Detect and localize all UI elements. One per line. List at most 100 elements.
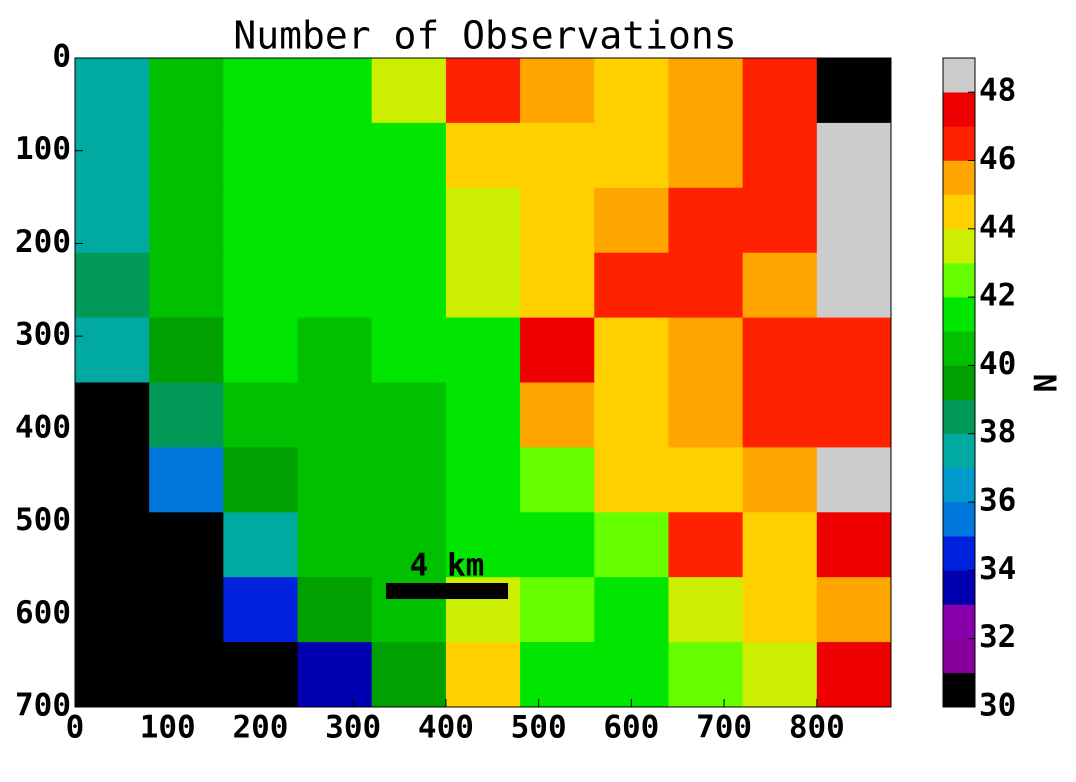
heatmap-cell bbox=[520, 512, 595, 578]
heatmap-cell bbox=[297, 58, 373, 124]
heatmap-cell bbox=[371, 447, 447, 513]
heatmap-cell bbox=[742, 317, 818, 383]
heatmap-cell bbox=[816, 642, 892, 708]
heatmap-cell bbox=[816, 58, 892, 124]
x-tick-label: 200 bbox=[232, 710, 288, 746]
x-tick-label: 0 bbox=[66, 710, 85, 746]
heatmap-cell bbox=[668, 187, 744, 254]
heatmap-cell bbox=[223, 187, 299, 254]
y-tick-label: 300 bbox=[15, 317, 71, 353]
colorbar-band bbox=[943, 58, 975, 93]
heatmap-cell bbox=[816, 577, 892, 643]
heatmap-cell bbox=[668, 382, 744, 448]
heatmap-cell bbox=[594, 317, 669, 383]
y-tick-label: 200 bbox=[15, 224, 71, 260]
x-tick-label: 700 bbox=[696, 710, 752, 746]
heatmap-cell bbox=[75, 382, 150, 448]
heatmap-cell bbox=[445, 447, 521, 513]
heatmap-cell bbox=[149, 252, 224, 319]
heatmap-cell bbox=[742, 512, 818, 578]
heatmap-cell bbox=[594, 122, 669, 189]
heatmap-cell bbox=[75, 122, 150, 189]
colorbar-frame bbox=[942, 57, 976, 708]
colorbar-band bbox=[943, 638, 975, 674]
heatmap-cell bbox=[520, 642, 595, 708]
heatmap-cell bbox=[445, 58, 521, 124]
heatmap-cell bbox=[297, 317, 373, 383]
heatmap-cell bbox=[297, 122, 373, 189]
y-tick-label: 500 bbox=[15, 502, 71, 538]
heatmap-cell bbox=[594, 642, 669, 708]
heatmap-cell bbox=[149, 187, 224, 254]
colorbar-band bbox=[943, 467, 975, 503]
x-tick-label: 800 bbox=[789, 710, 845, 746]
heatmap-cell bbox=[149, 122, 224, 189]
heatmap-cell bbox=[742, 642, 818, 708]
colorbar-tick-label: 32 bbox=[979, 619, 1016, 655]
heatmap-cell bbox=[75, 447, 150, 513]
colorbar-label: N bbox=[1029, 374, 1065, 393]
heatmap-cell bbox=[223, 642, 299, 708]
heatmap-cell bbox=[668, 577, 744, 643]
y-tick-label: 600 bbox=[15, 595, 71, 631]
heatmap-cell bbox=[594, 512, 669, 578]
heatmap-cell bbox=[594, 252, 669, 319]
colorbar-band bbox=[943, 262, 975, 298]
scale-bar bbox=[386, 583, 508, 599]
heatmap-cell bbox=[223, 317, 299, 383]
heatmap-cell bbox=[149, 382, 224, 448]
y-tick-label: 0 bbox=[52, 39, 71, 75]
heatmap-cell bbox=[223, 58, 299, 124]
heatmap-cell bbox=[149, 317, 224, 383]
heatmap-cell bbox=[668, 252, 744, 319]
heatmap-cell bbox=[594, 382, 669, 448]
heatmap-cell bbox=[371, 382, 447, 448]
colorbar-band bbox=[943, 92, 975, 127]
heatmap-cell bbox=[594, 58, 669, 124]
heatmap-cell bbox=[445, 187, 521, 254]
heatmap-cell bbox=[520, 187, 595, 254]
colorbar-band bbox=[943, 604, 975, 639]
heatmap-cell bbox=[371, 642, 447, 708]
heatmap-cell bbox=[297, 447, 373, 513]
colorbar-band bbox=[943, 194, 975, 230]
heatmap-cell bbox=[742, 252, 818, 319]
colorbar-band bbox=[943, 228, 975, 264]
heatmap-cell bbox=[297, 187, 373, 254]
heatmap-cell bbox=[520, 577, 595, 643]
heatmap-cell bbox=[371, 187, 447, 254]
heatmap-cell bbox=[594, 187, 669, 254]
heatmap-cell bbox=[371, 252, 447, 319]
heatmap-cell bbox=[520, 58, 595, 124]
heatmap-cell bbox=[223, 447, 299, 513]
heatmap-cell bbox=[668, 58, 744, 124]
heatmap-cell bbox=[742, 58, 818, 124]
colorbar-band bbox=[943, 126, 975, 161]
heatmap-cell bbox=[742, 187, 818, 254]
colorbar-band bbox=[943, 331, 975, 366]
colorbar-band bbox=[943, 399, 975, 435]
x-tick-label: 500 bbox=[511, 710, 567, 746]
colorbar-tick-label: 40 bbox=[979, 346, 1016, 382]
heatmap-cell bbox=[668, 317, 744, 383]
colorbar-tick-label: 38 bbox=[979, 414, 1016, 450]
colorbar-band bbox=[943, 672, 975, 708]
colorbar-band bbox=[943, 570, 975, 605]
heatmap-cell bbox=[445, 252, 521, 319]
heatmap-cell bbox=[445, 317, 521, 383]
heatmap-cell bbox=[668, 512, 744, 578]
heatmap-cell bbox=[816, 317, 892, 383]
plot-frame bbox=[74, 57, 892, 708]
heatmap-cell bbox=[371, 317, 447, 383]
heatmap-cell bbox=[520, 317, 595, 383]
heatmap-cell bbox=[149, 512, 224, 578]
x-tick-label: 600 bbox=[603, 710, 659, 746]
heatmap-cell bbox=[75, 317, 150, 383]
scale-bar-label: 4 km bbox=[410, 548, 485, 584]
heatmap-cell bbox=[520, 382, 595, 448]
heatmap-cell bbox=[75, 58, 150, 124]
colorbar-tick-label: 30 bbox=[979, 688, 1016, 724]
heatmap-cell bbox=[816, 382, 892, 448]
